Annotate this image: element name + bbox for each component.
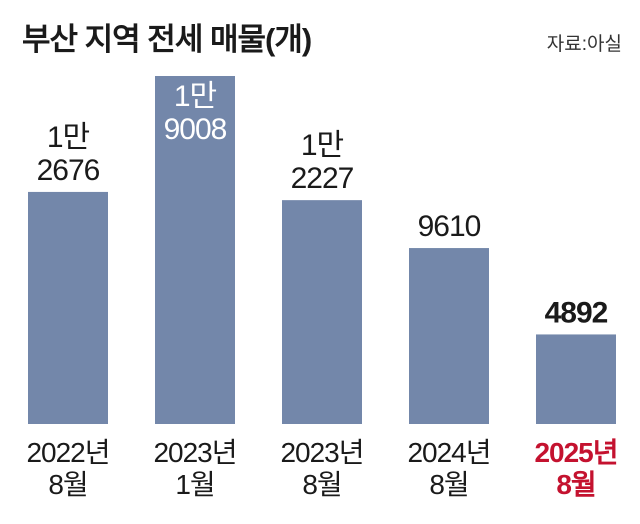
bar	[28, 191, 108, 424]
chart-title: 부산 지역 전세 매물(개)	[22, 22, 311, 57]
bar	[282, 200, 362, 424]
bar	[536, 334, 616, 424]
x-tick-label: 2022년 8월	[26, 437, 109, 500]
x-tick-label: 2025년 8월	[534, 437, 617, 500]
bar	[155, 76, 235, 424]
x-tick-label: 2023년 8월	[280, 437, 363, 500]
x-tick-label: 2024년 8월	[407, 437, 490, 500]
value-label: 9610	[418, 210, 481, 243]
x-tick-label: 2023년 1월	[153, 437, 236, 500]
value-label: 1만 2676	[37, 121, 100, 187]
value-label: 1만 2227	[291, 129, 354, 195]
value-label: 1만 9008	[164, 80, 227, 146]
bar	[409, 248, 489, 424]
source: 자료:아실	[547, 33, 622, 55]
value-label: 4892	[545, 296, 608, 329]
